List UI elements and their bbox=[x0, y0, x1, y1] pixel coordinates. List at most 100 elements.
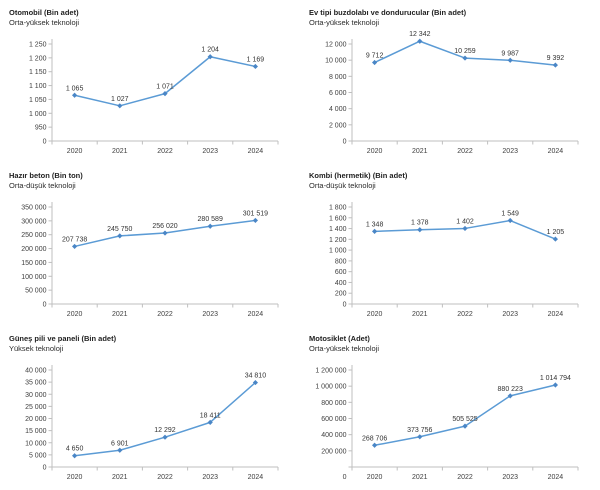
x-axis-tick-label: 2024 bbox=[248, 148, 264, 155]
data-point-label: 1 348 bbox=[366, 221, 384, 228]
data-point-marker bbox=[372, 228, 378, 234]
x-axis-tick-label: 2023 bbox=[502, 474, 518, 481]
y-axis-tick-label: 0 bbox=[343, 474, 347, 481]
y-axis-tick-label: 12 000 bbox=[325, 42, 347, 49]
chart-title: Hazır beton (Bin ton) bbox=[9, 171, 83, 180]
x-axis-tick-label: 2020 bbox=[67, 474, 83, 481]
x-axis-tick-label: 2022 bbox=[157, 474, 173, 481]
y-axis-tick-label: 1 050 bbox=[29, 97, 47, 104]
x-axis-tick-label: 2022 bbox=[157, 311, 173, 318]
y-axis-tick-label: 0 bbox=[43, 465, 47, 472]
data-point-marker bbox=[507, 57, 513, 63]
data-point-marker bbox=[552, 62, 558, 68]
y-axis-tick-label: 800 000 bbox=[321, 400, 346, 407]
data-point-marker bbox=[72, 453, 78, 459]
y-axis-tick-label: 10 000 bbox=[25, 440, 47, 447]
data-point-label: 9 392 bbox=[547, 55, 565, 62]
chart-cell-2: Ev tipi buzdolabı ve dondurucular (Bin a… bbox=[300, 0, 600, 163]
data-point-marker bbox=[552, 236, 558, 242]
data-point-marker bbox=[417, 227, 423, 233]
data-point-label: 12 342 bbox=[409, 31, 431, 38]
chart-subtitle: Orta-yüksek teknoloji bbox=[309, 18, 380, 27]
chart-title: Kombi (hermetik) (Bin adet) bbox=[309, 171, 408, 180]
data-point-label: 301 519 bbox=[243, 210, 268, 217]
y-axis-tick-label: 8 000 bbox=[329, 74, 347, 81]
data-point-marker bbox=[552, 382, 558, 388]
data-point-label: 1 378 bbox=[411, 220, 429, 227]
x-axis-tick-label: 2022 bbox=[457, 311, 473, 318]
chart-subtitle: Orta-düşük teknoloji bbox=[309, 181, 376, 190]
y-axis-tick-label: 1 000 bbox=[329, 248, 347, 255]
data-point-marker bbox=[72, 92, 78, 98]
chart-plot: 0 2 000 4 000 6 000 8 000 10 000 12 000 2020 202… bbox=[325, 31, 579, 155]
y-axis-tick-label: 6 000 bbox=[329, 90, 347, 97]
series-line bbox=[74, 382, 256, 457]
y-axis-tick-label: 5 000 bbox=[29, 452, 47, 459]
data-point-label: 4 650 bbox=[66, 446, 84, 453]
chart-plot: 0 50 000 100 000 150 000 200 000 250 000 300 0… bbox=[21, 202, 279, 318]
data-point-marker bbox=[417, 38, 423, 44]
y-axis-tick-label: 800 bbox=[335, 258, 347, 265]
x-axis-tick-label: 2024 bbox=[548, 311, 564, 318]
data-point-marker bbox=[207, 223, 213, 229]
y-axis-tick-label: 1 800 bbox=[329, 205, 347, 212]
data-point-marker bbox=[207, 54, 213, 60]
y-axis-tick-label: 0 bbox=[43, 139, 47, 146]
data-point-label: 880 223 bbox=[498, 386, 523, 393]
chart-title: Güneş pili ve paneli (Bin adet) bbox=[9, 334, 117, 343]
y-axis-tick-label: 600 bbox=[335, 269, 347, 276]
x-axis-tick-label: 2020 bbox=[67, 311, 83, 318]
y-axis-tick-label: 40 000 bbox=[25, 368, 47, 375]
x-axis-tick-label: 2021 bbox=[112, 311, 128, 318]
chart-title: Motosiklet (Adet) bbox=[309, 334, 370, 343]
data-point-label: 18 411 bbox=[200, 412, 221, 419]
data-point-label: 280 589 bbox=[198, 216, 223, 223]
data-point-label: 1 204 bbox=[201, 47, 219, 54]
x-axis-tick-label: 2021 bbox=[412, 474, 428, 481]
y-axis-tick-label: 50 000 bbox=[25, 288, 47, 295]
y-axis-tick-label: 350 000 bbox=[21, 205, 46, 212]
data-point-marker bbox=[162, 434, 168, 440]
chart-cell-6: Motosiklet (Adet) Orta-yüksek teknoloji … bbox=[300, 326, 600, 489]
x-axis-tick-label: 2023 bbox=[502, 311, 518, 318]
y-axis-tick-label: 200 000 bbox=[321, 448, 346, 455]
chart-title: Otomobil (Bin adet) bbox=[9, 8, 79, 17]
data-point-marker bbox=[462, 423, 468, 429]
chart-cell-1: Otomobil (Bin adet) Orta-yüksek teknoloj… bbox=[0, 0, 300, 163]
x-axis-tick-label: 2020 bbox=[367, 474, 383, 481]
y-axis-tick-label: 30 000 bbox=[25, 392, 47, 399]
data-point-label: 1 205 bbox=[547, 229, 565, 236]
x-axis-tick-label: 2021 bbox=[112, 474, 128, 481]
y-axis-tick-label: 950 bbox=[35, 125, 47, 132]
data-point-label: 34 810 bbox=[245, 373, 267, 380]
y-axis-tick-label: 400 000 bbox=[321, 432, 346, 439]
data-point-label: 373 756 bbox=[407, 427, 432, 434]
data-point-marker bbox=[252, 63, 258, 70]
chart-subtitle: Orta-yüksek teknoloji bbox=[9, 18, 80, 27]
data-point-marker bbox=[117, 447, 123, 453]
series-line bbox=[74, 55, 256, 107]
data-point-marker bbox=[162, 230, 168, 236]
data-point-label: 268 706 bbox=[362, 435, 387, 442]
y-axis-tick-label: 1 200 bbox=[29, 55, 47, 62]
y-axis-tick-label: 35 000 bbox=[25, 380, 47, 387]
y-axis-tick-label: 1 400 bbox=[329, 226, 347, 233]
data-point-marker bbox=[162, 91, 168, 97]
y-axis-tick-label: 100 000 bbox=[21, 274, 46, 281]
y-axis-tick-label: 150 000 bbox=[21, 260, 46, 267]
data-point-label: 1 169 bbox=[247, 56, 265, 63]
x-axis-tick-label: 2023 bbox=[202, 148, 218, 155]
x-axis-tick-label: 2022 bbox=[457, 148, 473, 155]
y-axis-tick-label: 600 000 bbox=[321, 416, 346, 423]
chart-cell-3: Hazır beton (Bin ton) Orta-düşük teknolo… bbox=[0, 163, 300, 326]
chart-subtitle: Orta-düşük teknoloji bbox=[9, 181, 76, 190]
data-point-marker bbox=[372, 442, 378, 448]
data-point-label: 12 292 bbox=[154, 427, 176, 434]
x-axis-tick-label: 2021 bbox=[112, 148, 128, 155]
data-point-marker bbox=[462, 225, 468, 232]
y-axis-tick-label: 0 bbox=[343, 139, 347, 146]
data-point-marker bbox=[117, 103, 123, 109]
y-axis-tick-label: 15 000 bbox=[25, 428, 47, 435]
x-axis-tick-label: 2021 bbox=[412, 148, 428, 155]
